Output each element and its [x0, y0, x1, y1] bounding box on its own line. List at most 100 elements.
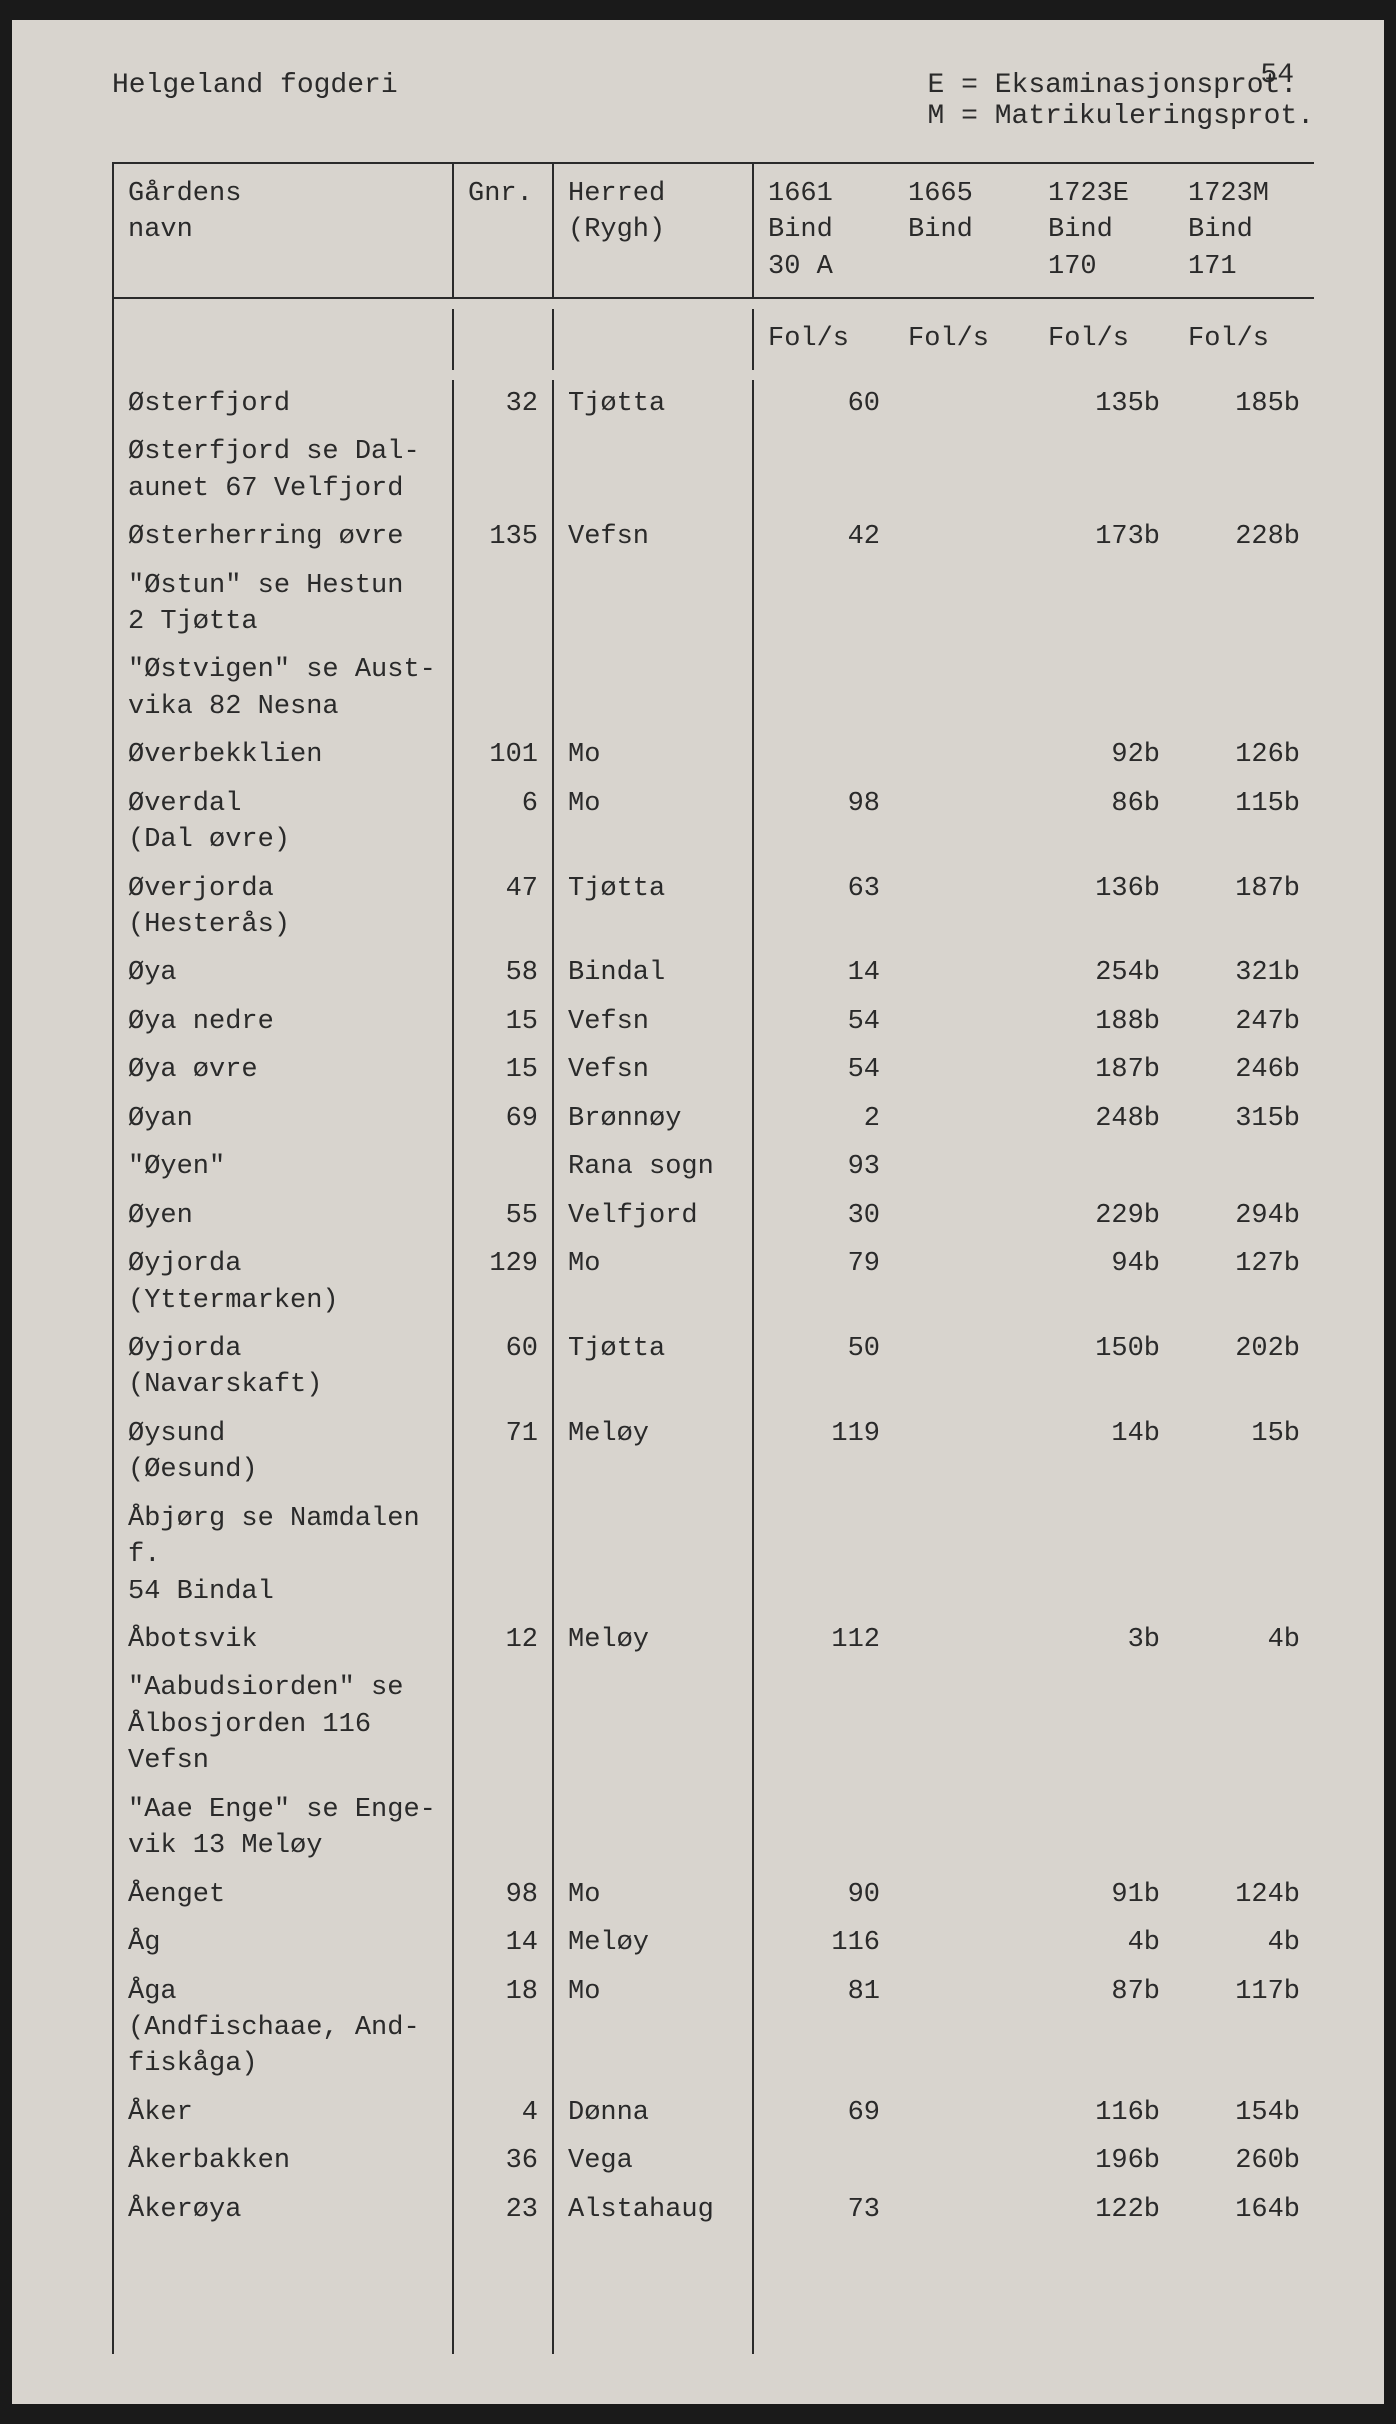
- cell-c1661: 81: [754, 1968, 894, 2089]
- cell-c1665: [894, 2137, 1034, 2185]
- cell-herred: Mo: [554, 731, 754, 779]
- cell-gnr: 47: [454, 865, 554, 950]
- table-body: Østerfjord32Tjøtta60135b185bØsterfjord s…: [114, 380, 1314, 2234]
- cell-herred: [554, 428, 754, 513]
- cell-herred: Meløy: [554, 1616, 754, 1664]
- cell-herred: Bindal: [554, 949, 754, 997]
- cell-c1661: [754, 1786, 894, 1871]
- cell-c1661: [754, 2137, 894, 2185]
- cell-c1723e: 94b: [1034, 1240, 1174, 1325]
- cell-c1723m: 4b: [1174, 1919, 1314, 1967]
- cell-gnr: 36: [454, 2137, 554, 2185]
- cell-name: Åkerbakken: [114, 2137, 454, 2185]
- cell-c1723m: 124b: [1174, 1871, 1314, 1919]
- spacer-herred: [554, 2234, 754, 2354]
- cell-c1723e: 248b: [1034, 1095, 1174, 1143]
- cell-gnr: 98: [454, 1871, 554, 1919]
- header-1723e: 1723E Bind 170: [1034, 164, 1174, 297]
- cell-gnr: [454, 562, 554, 647]
- cell-c1661: 54: [754, 1046, 894, 1094]
- cell-c1723e: 188b: [1034, 998, 1174, 1046]
- legend: E = Eksaminasjonsprot. M = Matrikulering…: [928, 70, 1314, 132]
- cell-c1661: 93: [754, 1143, 894, 1191]
- cell-name: Åenget: [114, 1871, 454, 1919]
- cell-name: Øyan: [114, 1095, 454, 1143]
- header-herred: Herred (Rygh): [554, 164, 754, 297]
- subheader-gnr-blank: [454, 309, 554, 369]
- table-row: Øya nedre15Vefsn54188b247b: [114, 998, 1314, 1046]
- cell-c1723m: 246b: [1174, 1046, 1314, 1094]
- cell-c1723e: 86b: [1034, 780, 1174, 865]
- cell-c1723m: 260b: [1174, 2137, 1314, 2185]
- legend-line-2: M = Matrikuleringsprot.: [928, 101, 1314, 132]
- cell-herred: [554, 1495, 754, 1616]
- header-1661: 1661 Bind 30 A: [754, 164, 894, 297]
- cell-c1723m: 127b: [1174, 1240, 1314, 1325]
- cell-herred: [554, 1786, 754, 1871]
- cell-c1723e: [1034, 1786, 1174, 1871]
- cell-c1723m: 117b: [1174, 1968, 1314, 2089]
- cell-name: Åg: [114, 1919, 454, 1967]
- cell-c1665: [894, 1968, 1034, 2089]
- cell-c1723e: [1034, 646, 1174, 731]
- cell-c1665: [894, 998, 1034, 1046]
- cell-c1661: [754, 562, 894, 647]
- cell-c1665: [894, 1616, 1034, 1664]
- cell-name: Åbotsvik: [114, 1616, 454, 1664]
- cell-c1661: 63: [754, 865, 894, 950]
- cell-c1665: [894, 1410, 1034, 1495]
- table-row: Øyan69Brønnøy2248b315b: [114, 1095, 1314, 1143]
- cell-c1723e: [1034, 562, 1174, 647]
- cell-herred: Vefsn: [554, 1046, 754, 1094]
- subheader-1665: Fol/s: [894, 309, 1034, 369]
- cell-c1723e: 135b: [1034, 380, 1174, 428]
- cell-gnr: 14: [454, 1919, 554, 1967]
- spacer-1661: [754, 2234, 894, 2354]
- table-row: "Østvigen" se Aust- vika 82 Nesna: [114, 646, 1314, 731]
- table-row: Øyjorda (Navarskaft)60Tjøtta50150b202b: [114, 1325, 1314, 1410]
- cell-c1661: 116: [754, 1919, 894, 1967]
- cell-c1661: 112: [754, 1616, 894, 1664]
- cell-c1665: [894, 1192, 1034, 1240]
- table-subheader-row: Fol/s Fol/s Fol/s Fol/s: [114, 299, 1314, 379]
- subheader-name-blank: [114, 309, 454, 369]
- cell-name: "Aabudsiorden" se Ålbosjorden 116 Vefsn: [114, 1664, 454, 1785]
- header-1723m: 1723M Bind 171: [1174, 164, 1314, 297]
- cell-gnr: 15: [454, 998, 554, 1046]
- cell-c1723m: [1174, 428, 1314, 513]
- cell-name: Østerherring øvre: [114, 513, 454, 561]
- table-row: Åbjørg se Namdalen f. 54 Bindal: [114, 1495, 1314, 1616]
- cell-c1665: [894, 646, 1034, 731]
- cell-c1723e: 4b: [1034, 1919, 1174, 1967]
- cell-name: Øverjorda (Hesterås): [114, 865, 454, 950]
- table-row: Åkerøya23Alstahaug73122b164b: [114, 2186, 1314, 2234]
- cell-c1723e: 92b: [1034, 731, 1174, 779]
- cell-name: Øya: [114, 949, 454, 997]
- table-row: Åker4Dønna69116b154b: [114, 2089, 1314, 2137]
- legend-line-1: E = Eksaminasjonsprot.: [928, 70, 1314, 101]
- cell-gnr: 23: [454, 2186, 554, 2234]
- cell-name: Østerfjord: [114, 380, 454, 428]
- cell-c1665: [894, 2089, 1034, 2137]
- cell-gnr: [454, 1495, 554, 1616]
- table-row: Østerfjord se Dal- aunet 67 Velfjord: [114, 428, 1314, 513]
- cell-gnr: [454, 428, 554, 513]
- cell-c1723e: 150b: [1034, 1325, 1174, 1410]
- cell-c1665: [894, 1664, 1034, 1785]
- cell-c1665: [894, 780, 1034, 865]
- cell-c1723m: 321b: [1174, 949, 1314, 997]
- cell-c1665: [894, 428, 1034, 513]
- table-row: Åg14Meløy1164b4b: [114, 1919, 1314, 1967]
- cell-herred: Vega: [554, 2137, 754, 2185]
- cell-c1665: [894, 380, 1034, 428]
- document-page: 54 Helgeland fogderi E = Eksaminasjonspr…: [12, 20, 1384, 2404]
- cell-c1665: [894, 2186, 1034, 2234]
- cell-herred: [554, 1664, 754, 1785]
- cell-c1723e: 173b: [1034, 513, 1174, 561]
- cell-gnr: 69: [454, 1095, 554, 1143]
- subheader-1661: Fol/s: [754, 309, 894, 369]
- cell-name: Åker: [114, 2089, 454, 2137]
- cell-c1661: 69: [754, 2089, 894, 2137]
- subheader-1723e: Fol/s: [1034, 309, 1174, 369]
- cell-c1723m: [1174, 1495, 1314, 1616]
